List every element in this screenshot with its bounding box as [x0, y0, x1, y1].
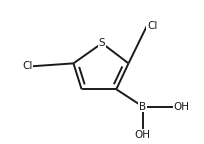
Text: S: S: [99, 38, 105, 48]
Text: OH: OH: [135, 130, 151, 140]
Text: Cl: Cl: [22, 61, 33, 71]
Text: B: B: [139, 102, 146, 112]
Text: Cl: Cl: [147, 21, 157, 31]
Text: OH: OH: [173, 102, 189, 112]
